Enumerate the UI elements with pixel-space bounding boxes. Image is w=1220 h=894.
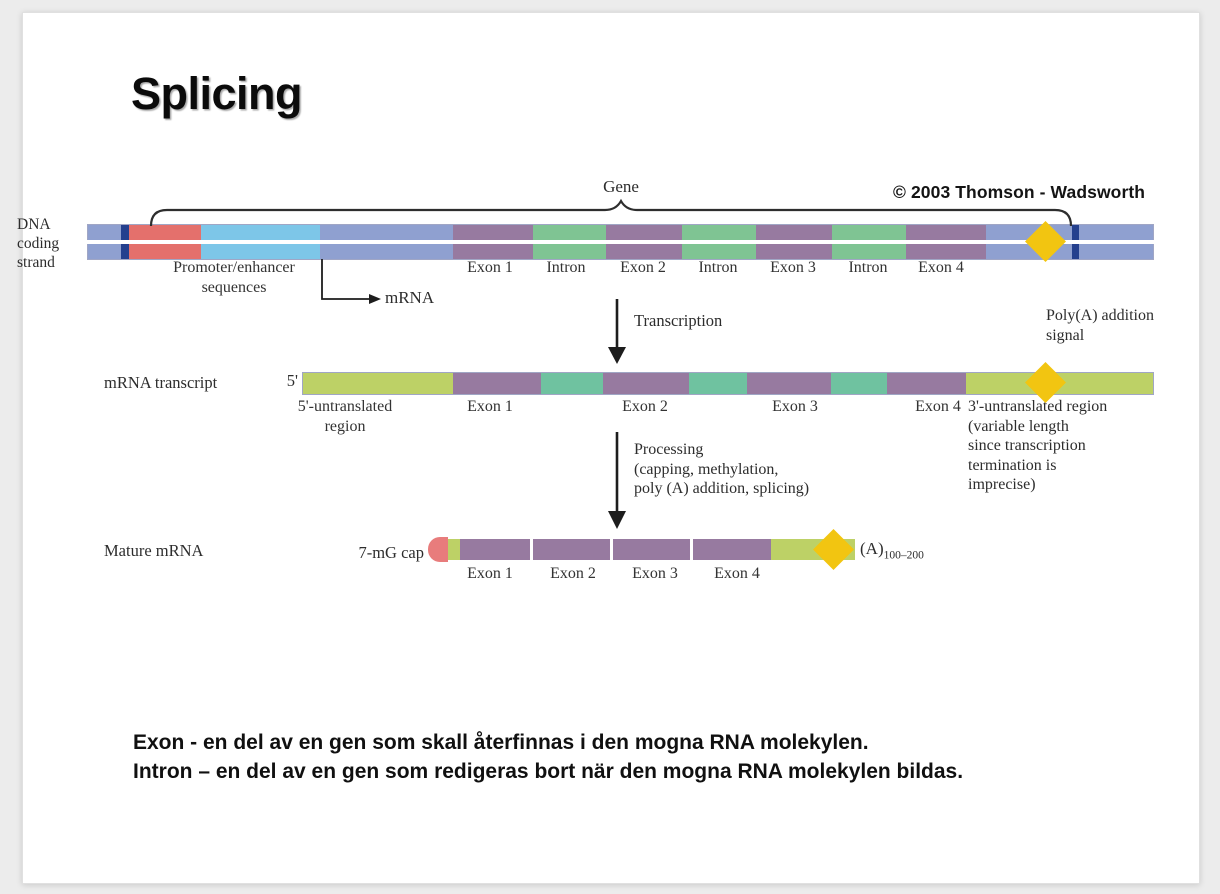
dna_row-label: Exon 3 <box>770 259 816 276</box>
mature_row-segment-exon-1 <box>460 539 530 560</box>
polya-tail-main: (A) <box>860 539 884 558</box>
mature_row-segment-exon-2 <box>533 539 610 560</box>
slide <box>22 12 1200 884</box>
transcript_row-segment-intron-1 <box>541 373 603 394</box>
seven-mg-cap-label: 7-mG cap <box>358 543 424 562</box>
mature_row-label: Exon 2 <box>550 565 596 582</box>
mature_row-segment-utr-5 <box>448 539 460 560</box>
dna_row-label: sequences <box>201 279 267 296</box>
transcript_row-label: 5'-untranslated <box>297 398 393 415</box>
transcript_row-segment-intron-2 <box>689 373 747 394</box>
utr3-note: 3'-untranslated region (variable length … <box>968 397 1107 495</box>
mature_row-bar <box>428 537 855 562</box>
mature_row-label: Exon 3 <box>632 565 678 582</box>
transcript_row-segment-utr-5 <box>303 373 453 394</box>
dna_row-label: Intron <box>546 259 586 276</box>
transcript_row-label: Exon 2 <box>622 398 668 415</box>
dna_row-strand-gap <box>87 240 1154 244</box>
utr3-note-line-1: 3'-untranslated region <box>968 398 1108 415</box>
transcript_row-segment-exon-2 <box>603 373 689 394</box>
mature-mrna-label: Mature mRNA <box>104 541 204 560</box>
mature_row-segment-seven-mg-cap <box>428 537 448 562</box>
utr3-note-line-5: imprecise) <box>968 476 1036 493</box>
definitions-text: Exon - en del av en gen som skall återfi… <box>133 729 963 786</box>
utr3-note-line-4: termination is <box>968 456 1057 474</box>
mature_row-segment-exon-4 <box>693 539 771 560</box>
dna-label-line-3: strand <box>17 254 55 271</box>
transcript_row-label: Exon 3 <box>772 398 818 415</box>
polya-tail-label: (A)100–200 <box>860 539 924 561</box>
polya-signal-note: Poly(A) addition signal <box>1046 306 1154 345</box>
transcript_row-segment-exon-3 <box>747 373 831 394</box>
transcript_row-segment-exon-4 <box>887 373 966 394</box>
dna_row-label: Exon 4 <box>918 259 964 276</box>
transcript_row-segment-intron-3 <box>831 373 887 394</box>
dna_row-label: Exon 2 <box>620 259 666 276</box>
processing-note: Processing (capping, methylation, poly (… <box>634 440 809 499</box>
transcript_row-label: region <box>324 418 366 435</box>
mature_row-label: Exon 4 <box>714 565 760 582</box>
processing-note-line-1: Processing <box>634 441 704 458</box>
transcript_row-label: Exon 1 <box>467 398 513 415</box>
intron-definition: Intron – en del av en gen som redigeras … <box>133 759 964 783</box>
transcript_row-bar <box>302 372 1154 395</box>
processing-note-line-2: (capping, methylation, <box>634 460 779 478</box>
slide-title: Splicing <box>131 68 303 119</box>
transcript_row-label: Exon 4 <box>915 398 961 415</box>
utr3-note-line-2: (variable length <box>968 417 1069 435</box>
dna_row-label: Exon 1 <box>467 259 513 276</box>
dna-label-line-2: coding <box>17 235 60 252</box>
polya-note-line-2: signal <box>1046 326 1085 344</box>
five-prime-label: 5' <box>286 371 298 390</box>
dna-label-line-1: DNA <box>17 216 51 233</box>
mature_row-segment-exon-3 <box>613 539 690 560</box>
polya-note-line-1: Poly(A) addition <box>1046 307 1154 324</box>
mrna-transcript-label: mRNA transcript <box>104 373 218 392</box>
transcript_row-segment-exon-1 <box>453 373 541 394</box>
dna_row-label: Promoter/enhancer <box>173 259 295 276</box>
dna_row-label: Intron <box>698 259 738 276</box>
dna_row-label: Intron <box>848 259 888 276</box>
processing-note-line-3: poly (A) addition, splicing) <box>634 480 810 497</box>
copyright-notice: © 2003 Thomson - Wadsworth <box>893 182 1146 202</box>
dna_row-bar <box>87 224 1154 260</box>
exon-definition: Exon - en del av en gen som skall återfi… <box>133 731 869 754</box>
mrna-pointer-label: mRNA <box>385 288 435 307</box>
mature_row-label: Exon 1 <box>467 565 513 582</box>
transcription-label: Transcription <box>634 311 723 330</box>
dna-coding-strand-label: DNA coding strand <box>17 215 59 272</box>
polya-tail-subscript: 100–200 <box>883 549 924 562</box>
utr3-note-line-3: since transcription <box>968 437 1086 454</box>
gene-label: Gene <box>603 177 639 196</box>
